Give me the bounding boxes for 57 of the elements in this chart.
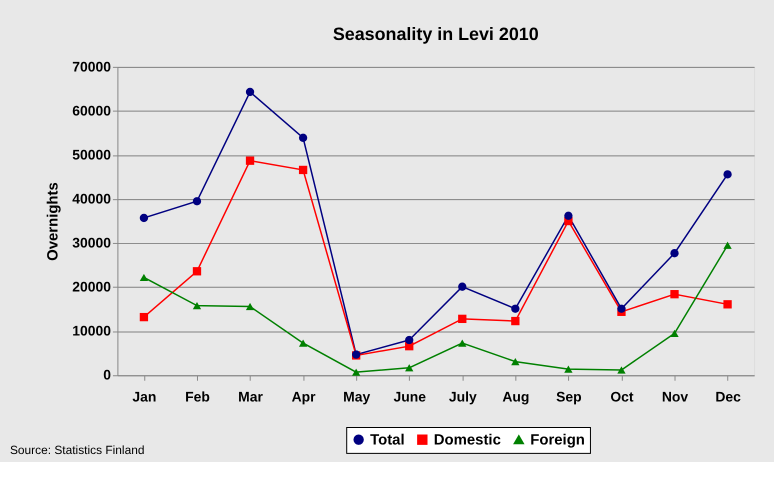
x-tick-label: May	[343, 388, 370, 405]
x-tick-label: Jan	[132, 388, 156, 405]
x-tick-label: Dec	[715, 388, 742, 405]
point	[670, 290, 679, 298]
point	[298, 339, 308, 347]
y-tick-label: 50000	[72, 146, 112, 162]
legend-label: Domestic	[434, 432, 501, 449]
point	[298, 166, 308, 174]
point	[458, 314, 466, 324]
point	[511, 358, 520, 366]
point	[723, 170, 732, 179]
x-tick-label: Oct	[610, 388, 634, 405]
y-tick-label: 30000	[72, 234, 112, 251]
point	[352, 368, 360, 376]
legend-label: Total	[370, 432, 405, 449]
point	[670, 249, 679, 258]
y-tick-label: 40000	[72, 190, 112, 206]
point	[192, 302, 202, 310]
point	[140, 312, 148, 322]
source-note: Source: Statistics Finland	[10, 442, 144, 457]
point	[511, 316, 520, 326]
point	[140, 274, 148, 282]
point	[458, 339, 466, 347]
y-tick-label: 70000	[72, 58, 112, 74]
legend-label: Foreign	[530, 432, 585, 449]
x-tick-label: Nov	[662, 388, 688, 405]
x-tick-label: June	[393, 388, 426, 405]
chart-title: Seasonality in Levi 2010	[332, 24, 539, 44]
point	[192, 267, 202, 276]
y-tick-label: 10000	[72, 322, 112, 339]
point	[564, 212, 573, 220]
x-tick-label: July	[448, 388, 477, 405]
point	[723, 242, 732, 249]
y-tick-label: 0	[103, 366, 112, 383]
y-tick-label: 20000	[72, 278, 112, 295]
point	[617, 366, 626, 374]
x-tick-label: Aug	[502, 388, 530, 405]
x-tick-label: Apr	[292, 388, 316, 405]
point	[192, 197, 202, 206]
point	[405, 364, 414, 372]
point	[458, 282, 466, 291]
point	[405, 336, 414, 344]
x-tick-label: Sep	[556, 388, 582, 405]
point	[298, 134, 308, 142]
point	[246, 88, 254, 96]
point	[140, 214, 148, 222]
x-tick-label: Mar	[238, 388, 264, 405]
point	[564, 365, 573, 373]
point	[246, 302, 254, 310]
point	[617, 304, 626, 313]
point	[670, 330, 679, 338]
y-axis-title: Overnights	[44, 182, 62, 261]
point	[723, 300, 732, 308]
y-tick-label: 60000	[72, 102, 112, 118]
x-tick-label: Feb	[185, 388, 210, 405]
point	[246, 156, 254, 165]
point	[511, 304, 520, 313]
